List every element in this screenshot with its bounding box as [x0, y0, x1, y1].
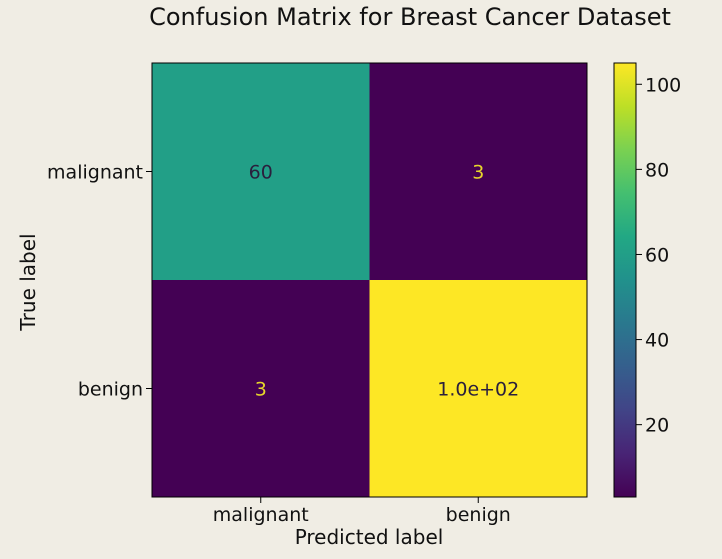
cell-value-label: 1.0e+02	[437, 379, 519, 401]
x-tick-label: malignant	[213, 504, 309, 526]
x-tick-label: benign	[446, 504, 511, 526]
y-tick-label: benign	[78, 379, 143, 401]
y-axis-ticks: malignant benign	[47, 162, 152, 401]
y-axis-label: True label	[16, 233, 40, 331]
chart-title: Confusion Matrix for Breast Cancer Datas…	[149, 3, 671, 31]
y-tick-label: malignant	[47, 162, 143, 184]
cell-value-label: 60	[249, 162, 273, 184]
plot-frame	[151, 62, 588, 498]
colorbar-tick-label: 100	[645, 74, 681, 96]
heatmap-cell	[152, 63, 370, 280]
heatmap-cell	[152, 280, 370, 497]
cell-value-label: 3	[472, 162, 484, 184]
colorbar-tick-label: 40	[645, 330, 669, 352]
colorbar	[613, 62, 637, 498]
colorbar-tick-label: 80	[645, 159, 669, 181]
heatmap-cell	[369, 280, 587, 497]
cell-value-label: 3	[255, 379, 267, 401]
heatmap-cells: 60 3 3 1.0e+02	[152, 63, 587, 497]
heatmap-cell	[369, 63, 587, 280]
colorbar-ticks: 20 40 60 80 100	[636, 74, 681, 437]
colorbar-tick-label: 60	[645, 244, 669, 266]
x-axis-ticks: malignant benign	[213, 497, 511, 526]
colorbar-tick-label: 20	[645, 415, 669, 437]
x-axis-label: Predicted label	[295, 525, 444, 549]
